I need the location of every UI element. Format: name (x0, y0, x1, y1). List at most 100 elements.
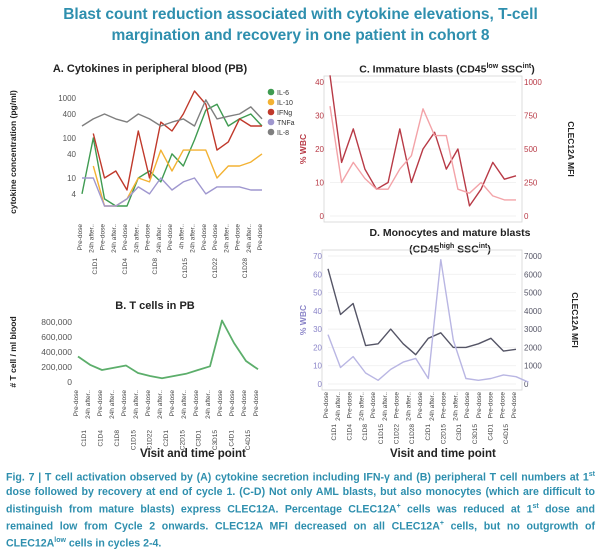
c-series-line--wbc (329, 75, 517, 207)
b-visit-label: C1D22 (147, 430, 154, 451)
b-xtick-label: Pre-dose (97, 390, 104, 417)
b-xtick-label: Pre-dose (169, 390, 176, 417)
panel-a-title: A. Cytokines in peripheral blood (PB) (52, 63, 248, 75)
a-series-line-tnfa (82, 177, 262, 207)
b-xtick-label: 24h after.. (109, 390, 116, 419)
d-visit-label: C3D15 (472, 424, 479, 445)
b-xtick-label: 24h after.. (181, 390, 188, 419)
x-axis-title-right: Visit and time point (390, 448, 496, 460)
a-ylabel: cytokine concentration (pg/ml) (8, 90, 18, 214)
c-frame (323, 75, 523, 223)
caption-p2: dose followed by recovery at end of cycl… (6, 486, 595, 516)
d-xtick-label: Pre-dose (394, 392, 401, 419)
a-xtick-label: Pre-dose (201, 224, 208, 251)
b-series-line-tcells (77, 319, 259, 380)
d-xtick-label: Pre-dose (511, 392, 518, 419)
b-xtick-label: 24h after.. (205, 390, 212, 419)
panel-d-title-end: ) (487, 243, 491, 256)
a-ytick-label: 10 (67, 174, 76, 183)
c-y2tick-label: 0 (524, 212, 529, 221)
a-xtick-label: Pre-dose (122, 224, 129, 251)
a-xtick-label: 24h after.. (88, 224, 95, 253)
a-visit-label: C1D15 (182, 258, 189, 279)
d-y2tick-label: 3000 (524, 325, 542, 334)
a-xtick-label: Pre-dose (167, 224, 174, 251)
d-visit-label: C4D15 (503, 424, 510, 445)
d-visit-label: C2D15 (441, 424, 448, 445)
a-legend-label: IFNg (277, 110, 292, 117)
a-legend-label: TNFa (277, 120, 295, 127)
d-y2tick-label: 0 (524, 380, 529, 389)
c-series-line-clec12a-mfi (329, 105, 516, 201)
c-y2label: CLEC12A MFI (566, 121, 576, 176)
b-visit-label: C3D1 (196, 430, 203, 447)
b-xtick-label: Pre-dose (73, 390, 80, 417)
d-xtick-label: 24h after.. (429, 392, 436, 421)
d-y2tick-label: 5000 (524, 289, 542, 298)
b-ylabel: # T cell / ml blood (8, 316, 18, 387)
d-visit-label: C1D15 (378, 424, 385, 445)
d-frame (321, 249, 523, 391)
panel-d-sup-2: int (478, 243, 488, 250)
b-visit-label: C4D1 (228, 430, 235, 447)
a-legend-marker (267, 88, 275, 96)
caption-p5: cells, but no outgrowth of CLEC12A (6, 520, 595, 550)
chart-d-monocytes: 0 10 20 30 40 50 60 70 0 1000 2000 3000 4000 5000 6000… (298, 249, 580, 445)
panel-d-title-text: (CD45 (409, 243, 440, 256)
d-ytick-label: 40 (313, 307, 322, 316)
d-xtick-label: Pre-dose (464, 392, 471, 419)
d-visit-label: C1D8 (362, 424, 369, 441)
a-xtick-label: 24h after.. (246, 224, 253, 253)
d-visit-label: C4D1 (488, 424, 495, 441)
d-xtick-label: 24h after.. (382, 392, 389, 421)
caption-p5-sup: low (54, 536, 66, 544)
d-ytick-label: 30 (313, 325, 322, 334)
a-xtick-label: 24h after.. (156, 224, 163, 253)
d-visit-label: C1D28 (409, 424, 416, 445)
a-xtick-label: 4h after.. (178, 224, 185, 249)
a-xtick-label: Pre-dose (257, 224, 264, 251)
d-xtick-label: Pre-dose (417, 392, 424, 419)
a-visit-label: C1D8 (152, 258, 159, 275)
a-xtick-label: Pre-dose (77, 224, 84, 251)
d-xtick-label: Pre-dose (347, 392, 354, 419)
a-visit-label: C1D28 (242, 258, 249, 279)
b-visit-label: C1D4 (98, 430, 105, 447)
panel-c-sup-2: int (522, 63, 532, 70)
caption-p4: dose and remained low from Cycle 2 onwar… (6, 503, 595, 533)
b-visit-label: C2D1 (163, 430, 170, 447)
c-ytick-label: 10 (315, 179, 324, 188)
d-xtick-label: Pre-dose (441, 392, 448, 419)
d-xtick-label: Pre-dose (476, 392, 483, 419)
a-legend-label: IL-8 (277, 130, 289, 137)
panel-c-sup-1: low (486, 63, 499, 70)
a-xtick-label: 24h after.. (190, 224, 197, 253)
a-legend-label: IL-10 (277, 100, 293, 107)
x-axis-title-left: Visit and time point (140, 448, 246, 460)
a-ytick-label: 100 (63, 134, 77, 143)
d-series-line-clec12a-mfi (327, 259, 529, 383)
title-line-2: margination and recovery in one patient … (111, 27, 490, 44)
b-xtick-label: Pre-dose (229, 390, 236, 417)
d-xtick-label: Pre-dose (323, 392, 330, 419)
c-ylabel: % WBC (298, 134, 308, 164)
b-visit-label: C3D15 (212, 430, 219, 451)
chart-c-immature-blasts: 0 10 20 30 40 0 250 500 750 1000 % WBC CLEC12A MFI (298, 75, 576, 223)
a-xtick-label: Pre-dose (212, 224, 219, 251)
d-visit-label: C2D1 (425, 424, 432, 441)
d-xtick-label: 24h after.. (358, 392, 365, 421)
c-ytick-label: 40 (315, 78, 324, 87)
a-xtick-label: Pre-dose (100, 224, 107, 251)
b-ytick-label: 600,000 (41, 332, 72, 342)
a-ytick-label: 400 (63, 110, 77, 119)
b-xtick-label: 24h after.. (157, 390, 164, 419)
d-series-line--wbc (327, 268, 517, 356)
b-xtick-label: Pre-dose (241, 390, 248, 417)
d-visit-label: C3D1 (456, 424, 463, 441)
panel-d-sup-1: high (439, 243, 455, 250)
c-ytick-label: 20 (315, 145, 324, 154)
a-xtick-label: 24h after.. (223, 224, 230, 253)
b-ytick-label: 400,000 (41, 347, 72, 357)
d-visit-label: C1D1 (331, 424, 338, 441)
a-legend-label: IL-6 (277, 90, 289, 97)
